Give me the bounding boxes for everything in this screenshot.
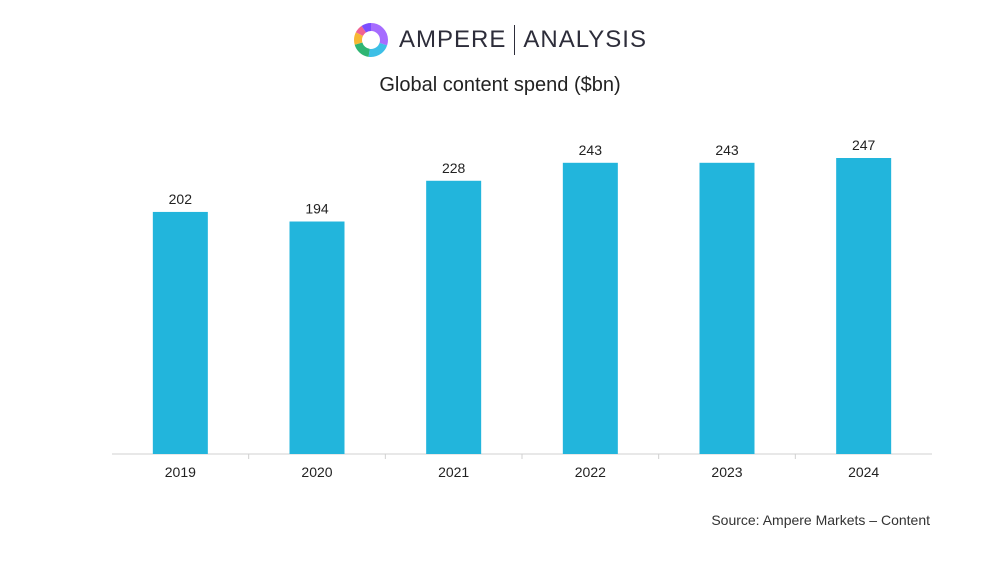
x-tick-2020: 2020 [301, 464, 332, 480]
data-label-2021: 228 [442, 160, 466, 176]
bar-chart: 202 2019 194 2020 228 2021 243 2022 243 2023 247 20… [112, 137, 932, 480]
data-label-2019: 202 [169, 191, 193, 207]
brand-division: ANALYSIS [523, 26, 647, 53]
source-note: Source: Ampere Markets – Content [711, 512, 930, 528]
donut-ring-icon [354, 23, 389, 57]
data-label-2024: 247 [852, 137, 876, 153]
bar-2023 [699, 162, 755, 454]
data-label-2022: 243 [579, 142, 603, 158]
logo-segment [354, 23, 389, 57]
data-label-2023: 243 [715, 142, 739, 158]
logo-segment [354, 23, 389, 57]
bar-2019 [152, 211, 208, 454]
bar-2021 [426, 180, 482, 454]
chart-title: Global content spend ($bn) [379, 74, 621, 96]
bar-2022 [562, 162, 618, 454]
data-label-2020: 194 [305, 201, 329, 217]
x-tick-2023: 2023 [711, 464, 742, 480]
x-tick-2022: 2022 [575, 464, 606, 480]
brand-logo: AMPERE ANALYSIS [0, 18, 1000, 62]
brand-name: AMPERE [399, 26, 507, 53]
bar-2020 [289, 221, 345, 454]
logo-segment [354, 23, 389, 57]
x-tick-2024: 2024 [848, 464, 879, 480]
bar-2024 [836, 158, 892, 454]
brand-divider [514, 25, 516, 55]
x-tick-2021: 2021 [438, 464, 469, 480]
x-tick-2019: 2019 [165, 464, 196, 480]
